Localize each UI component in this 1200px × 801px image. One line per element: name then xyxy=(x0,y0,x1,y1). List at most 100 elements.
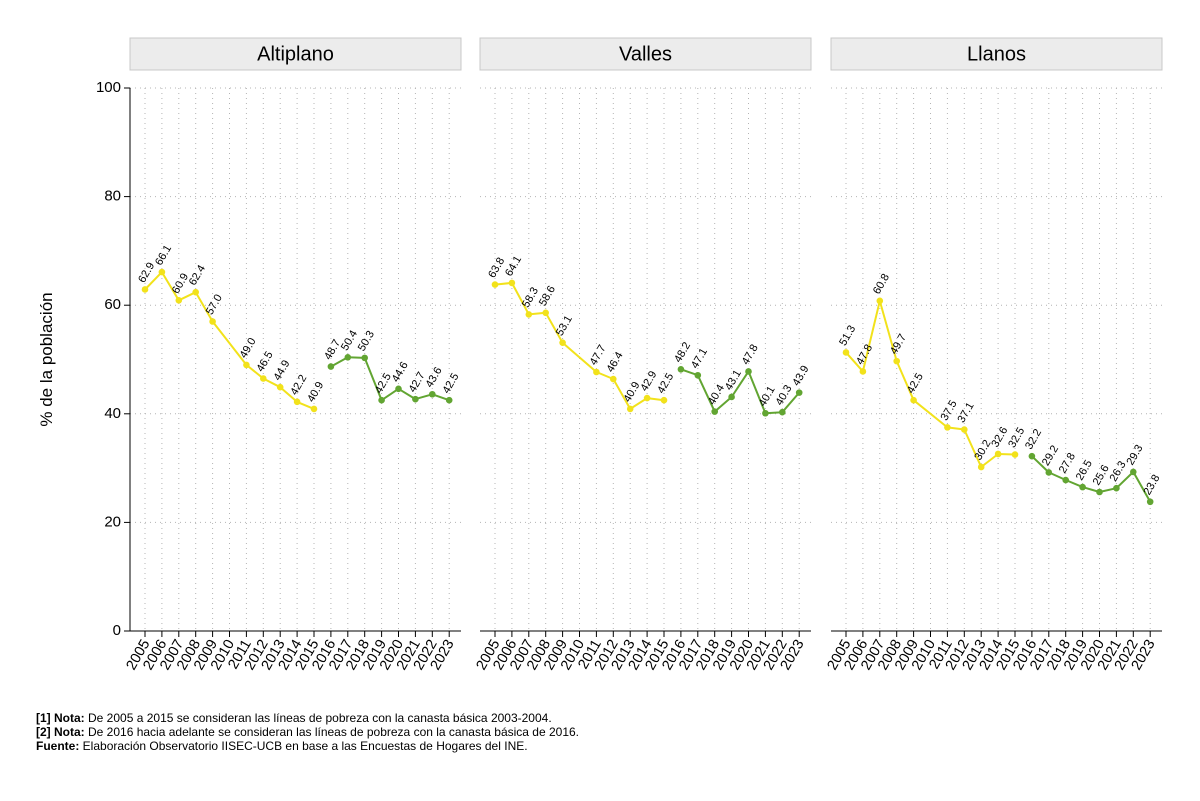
data-point xyxy=(445,396,453,404)
data-point xyxy=(876,297,884,305)
data-label: 49.7 xyxy=(888,332,909,357)
y-tick-label: 20 xyxy=(104,513,121,530)
data-point xyxy=(1079,483,1086,491)
data-point xyxy=(762,409,769,417)
data-point xyxy=(260,375,267,382)
data-point xyxy=(994,450,1002,458)
data-point xyxy=(429,390,436,398)
data-point xyxy=(893,357,900,365)
data-point xyxy=(626,405,634,413)
data-point xyxy=(711,408,718,415)
panel-title: Llanos xyxy=(967,43,1026,65)
chart-notes: [1] Nota: De 2005 a 2015 se consideran l… xyxy=(36,711,579,753)
y-tick-label: 0 xyxy=(113,622,121,639)
series-line-1 xyxy=(494,281,665,410)
data-label: 57.0 xyxy=(204,292,225,317)
data-point xyxy=(192,288,199,296)
data-point xyxy=(593,368,600,376)
data-label: 51.3 xyxy=(837,323,858,348)
data-label: 46.4 xyxy=(605,350,626,375)
data-point xyxy=(779,408,786,416)
data-point xyxy=(395,385,402,393)
data-point xyxy=(795,389,803,396)
note-2-text: De 2016 hacia adelante se consideran las… xyxy=(84,725,580,739)
data-point xyxy=(944,424,951,431)
panel-title: Valles xyxy=(619,43,672,65)
data-point xyxy=(525,311,533,318)
data-point xyxy=(1011,451,1019,458)
data-label: 40.1 xyxy=(757,384,778,409)
data-label: 53.1 xyxy=(554,314,575,339)
data-label: 47.8 xyxy=(740,342,761,367)
data-point xyxy=(1113,484,1120,492)
data-point xyxy=(859,368,867,375)
panel-altiplano: Altiplano2005200620072008200920102011201… xyxy=(96,37,462,673)
data-point xyxy=(694,371,702,379)
data-label: 66.1 xyxy=(153,243,174,268)
data-point xyxy=(559,339,566,346)
data-label: 42.5 xyxy=(905,371,926,396)
note-2-label: [2] Nota: xyxy=(36,725,85,739)
data-label: 40.9 xyxy=(621,380,642,405)
data-label: 47.7 xyxy=(588,343,609,368)
data-point xyxy=(610,375,617,383)
data-label: 32.6 xyxy=(989,425,1010,450)
data-point xyxy=(1096,488,1103,496)
data-label: 49.0 xyxy=(238,336,259,361)
data-point xyxy=(141,286,149,293)
data-point xyxy=(1146,498,1154,506)
panel-title: Altiplano xyxy=(257,43,334,65)
data-point xyxy=(209,318,216,325)
data-point xyxy=(643,394,651,402)
data-point xyxy=(1130,468,1137,476)
series-line-1 xyxy=(144,271,315,410)
data-point xyxy=(677,365,685,373)
data-point xyxy=(542,309,549,317)
panel-strip xyxy=(479,37,812,71)
data-point xyxy=(491,281,499,288)
data-point xyxy=(1028,452,1036,460)
data-label: 43.1 xyxy=(723,368,744,393)
data-point xyxy=(344,354,352,361)
data-point xyxy=(745,368,752,375)
data-label: 44.6 xyxy=(390,360,411,385)
data-point xyxy=(293,398,301,406)
data-label: 27.8 xyxy=(1057,451,1078,476)
data-label: 29.2 xyxy=(1040,443,1061,468)
data-label: 60.8 xyxy=(871,272,892,297)
data-label: 64.1 xyxy=(503,254,524,279)
data-point xyxy=(175,297,183,304)
data-point xyxy=(1045,469,1053,476)
source-note: Fuente: Elaboración Observatorio IISEC-U… xyxy=(36,739,579,753)
data-point xyxy=(327,363,335,370)
series-line-1 xyxy=(845,299,1016,468)
data-point xyxy=(412,395,419,403)
data-label: 62.4 xyxy=(187,263,208,288)
data-label: 50.3 xyxy=(356,329,377,354)
y-tick-label: 40 xyxy=(104,405,121,422)
y-tick-label: 100 xyxy=(96,79,121,96)
data-point xyxy=(977,463,985,471)
panel-valles: Valles2005200620072008200920102011201220… xyxy=(473,37,812,673)
data-label: 60.9 xyxy=(170,271,191,296)
data-point xyxy=(728,393,735,401)
data-label: 63.8 xyxy=(486,256,507,281)
data-point xyxy=(158,268,166,276)
data-point xyxy=(910,396,917,404)
data-point xyxy=(378,396,385,404)
data-label: 42.5 xyxy=(440,371,461,396)
note-1-label: [1] Nota: xyxy=(36,711,85,725)
data-label: 58.6 xyxy=(537,284,558,309)
data-point xyxy=(361,354,369,362)
data-label: 40.9 xyxy=(305,380,326,405)
data-label: 50.4 xyxy=(339,328,360,353)
data-label: 44.9 xyxy=(271,358,292,383)
y-tick-label: 60 xyxy=(104,296,121,313)
data-label: 32.2 xyxy=(1023,427,1044,452)
source-text: Elaboración Observatorio IISEC-UCB en ba… xyxy=(79,739,528,753)
y-axis-title: % de la población xyxy=(37,292,56,426)
note-2: [2] Nota: De 2016 hacia adelante se cons… xyxy=(36,725,579,739)
data-point xyxy=(310,405,318,413)
data-label: 48.7 xyxy=(322,338,343,363)
data-label: 40.3 xyxy=(774,383,795,408)
